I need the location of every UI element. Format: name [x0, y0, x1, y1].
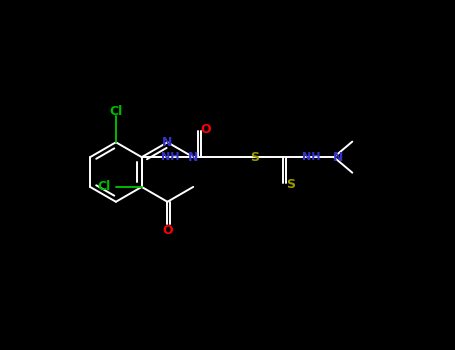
Text: N: N	[333, 150, 343, 164]
Text: N: N	[188, 150, 198, 164]
Text: O: O	[201, 123, 212, 136]
Text: Cl: Cl	[98, 180, 111, 194]
Text: NH: NH	[302, 152, 321, 162]
Text: S: S	[287, 178, 295, 191]
Text: S: S	[250, 150, 259, 164]
Text: NH: NH	[161, 152, 179, 162]
Text: Cl: Cl	[109, 105, 122, 118]
Text: N: N	[162, 136, 172, 149]
Text: O: O	[162, 224, 173, 237]
